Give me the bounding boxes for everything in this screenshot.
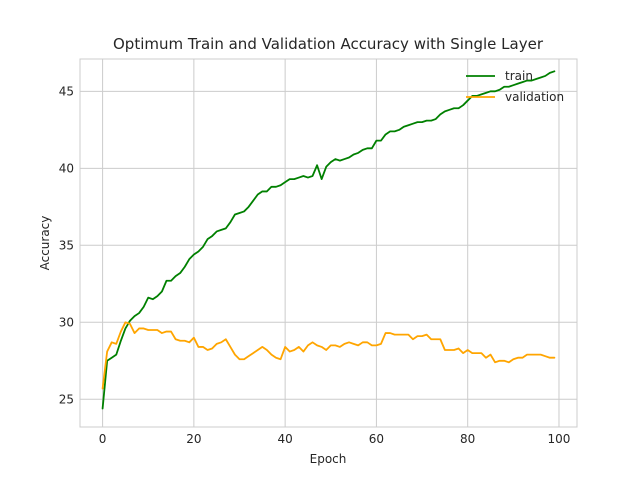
- legend: train validation: [466, 69, 564, 104]
- chart-title: Optimum Train and Validation Accuracy wi…: [113, 35, 544, 53]
- y-tick-label: 25: [59, 392, 74, 406]
- train-legend-label: train: [505, 69, 533, 83]
- y-tick-label: 45: [59, 84, 74, 98]
- validation-legend-label: validation: [505, 90, 564, 104]
- y-tick-label: 40: [59, 161, 74, 175]
- x-axis-label: Epoch: [310, 452, 347, 466]
- x-tick-label: 40: [278, 432, 293, 446]
- y-tick-label: 35: [59, 238, 74, 252]
- tick-labels: 0 20 40 60 80 100 25 30 35 40 45: [59, 84, 571, 446]
- x-tick-label: 100: [548, 432, 571, 446]
- y-axis-label: Accuracy: [38, 216, 52, 271]
- x-tick-label: 20: [186, 432, 201, 446]
- x-tick-label: 60: [369, 432, 384, 446]
- train-series-line: [101, 70, 556, 410]
- grid: [80, 59, 577, 427]
- series-group: [101, 70, 556, 410]
- y-tick-label: 30: [59, 315, 74, 329]
- validation-series-line: [101, 321, 556, 390]
- x-tick-label: 80: [460, 432, 475, 446]
- plot-frame: [79, 58, 578, 428]
- x-tick-label: 0: [99, 432, 107, 446]
